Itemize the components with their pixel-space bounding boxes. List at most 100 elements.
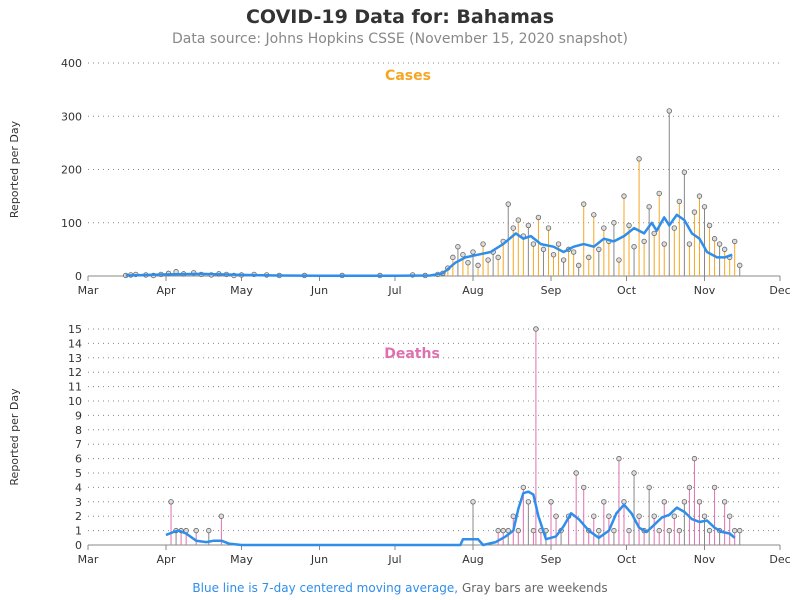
cases-x-tick-label: Dec [769,284,790,297]
cases-bar-marker [540,246,547,253]
footnote-moving-average: Blue line is 7-day centered moving avera… [192,581,459,595]
cases-bar-marker [560,257,567,263]
deaths-bar-marker [606,513,612,519]
cases-y-tick-label: 300 [61,110,82,123]
deaths-y-axis-label: Reported per Day [8,388,21,486]
cases-bar-marker [450,254,456,261]
deaths-bar-marker [686,484,693,491]
deaths-bar-marker [573,470,579,476]
cases-bar-marker [535,214,542,221]
cases-bar-marker [626,222,632,229]
cases-bar-marker [616,257,622,263]
cases-x-tick-label: Oct [617,284,637,297]
cases-bar-marker [696,193,703,199]
cases-bar-marker [586,254,592,261]
cases-bar-marker [596,246,602,253]
cases-bar-marker [505,201,511,207]
deaths-bar-marker [621,499,627,505]
deaths-x-tick-label: Oct [617,553,637,566]
deaths-bar-marker [206,527,212,534]
footnote: Blue line is 7-day centered moving avera… [0,581,800,595]
cases-bar-marker [651,230,657,237]
deaths-y-tick-label: 15 [68,323,82,336]
cases-bar-marker [701,204,708,210]
cases-bar-marker [591,212,597,218]
deaths-bar-marker [515,527,521,534]
cases-bar-marker [656,190,662,197]
deaths-bar-marker [596,527,602,534]
deaths-y-tick-label: 2 [75,510,82,523]
deaths-y-tick-label: 1 [75,525,82,538]
deaths-bar-marker [666,527,672,534]
cases-bar-marker [706,222,713,229]
deaths-bar-marker [611,527,617,534]
cases-bar-marker [530,241,537,247]
cases-bar-marker [681,169,688,175]
cases-bar-marker [495,254,501,261]
deaths-y-tick-label: 10 [68,395,82,408]
deaths-bar-marker [671,513,678,519]
deaths-y-tick-label: 9 [75,409,82,422]
deaths-bar-marker [646,484,652,491]
deaths-y-tick-label: 13 [68,352,82,365]
deaths-y-tick-label: 7 [75,438,82,451]
deaths-bar-marker [681,499,688,505]
cases-bar-marker [636,156,642,162]
deaths-y-tick-label: 6 [75,453,82,466]
chart-title: COVID-19 Data for: Bahamas [245,6,555,28]
deaths-bar-marker [533,326,539,332]
deaths-y-tick-label: 12 [68,366,82,379]
deaths-bar-marker [711,484,718,491]
deaths-bar-marker [168,499,174,505]
cases-bar-marker [661,241,667,247]
deaths-x-tick-label: Aug [462,553,483,566]
cases-bar-marker [575,262,582,269]
cases-x-tick-label: Mar [78,284,99,297]
cases-bar-marker [485,257,491,263]
cases-panel-title: Cases [385,68,431,84]
cases-bar-marker [550,251,557,258]
deaths-bar-marker [661,499,667,505]
deaths-bar-marker [696,499,703,505]
cases-bar-marker [646,204,652,210]
cases-x-tick-label: Apr [156,284,176,297]
cases-bar-marker [721,246,728,253]
cases-bar-marker [621,193,627,199]
cases-bar-marker [641,238,647,245]
deaths-y-tick-label: 5 [75,467,82,480]
cases-bar-marker [545,225,552,231]
cases-bar-marker [581,201,587,207]
cases-y-axis-label: Reported per Day [8,120,21,218]
deaths-x-tick-label: May [230,553,253,566]
deaths-bar-marker [636,513,642,519]
deaths-bar-marker [626,527,632,534]
deaths-bar-marker [676,527,683,534]
cases-bar-marker [570,249,577,255]
deaths-y-tick-label: 11 [68,381,82,394]
deaths-x-tick-label: Mar [78,553,99,566]
deaths-x-tick-label: Nov [694,553,716,566]
cases-bar-marker [631,244,637,250]
cases-bar-marker [611,220,617,226]
cases-bar-marker [737,262,743,269]
deaths-bar-marker [525,499,532,505]
cases-bar-marker [510,225,516,231]
deaths-bar-marker [510,513,516,519]
deaths-bar-marker [616,455,622,462]
cases-bar-marker [460,251,466,258]
cases-y-tick-label: 200 [61,164,82,177]
cases-x-tick-label: Aug [462,284,483,297]
cases-x-tick-label: May [230,284,253,297]
footnote-weekend: Gray bars are weekends [461,581,608,595]
deaths-bar-marker [726,513,733,519]
cases-bar-marker [732,238,738,245]
cases-y-tick-label: 400 [61,57,82,70]
deaths-y-tick-label: 4 [75,481,82,494]
cases-bar-marker [480,241,486,247]
deaths-bar-marker [732,527,738,534]
deaths-bar-marker [548,499,554,505]
deaths-bar-marker [701,513,708,519]
deaths-x-tick-label: Sep [541,553,562,566]
deaths-x-tick-label: Jul [387,553,401,566]
